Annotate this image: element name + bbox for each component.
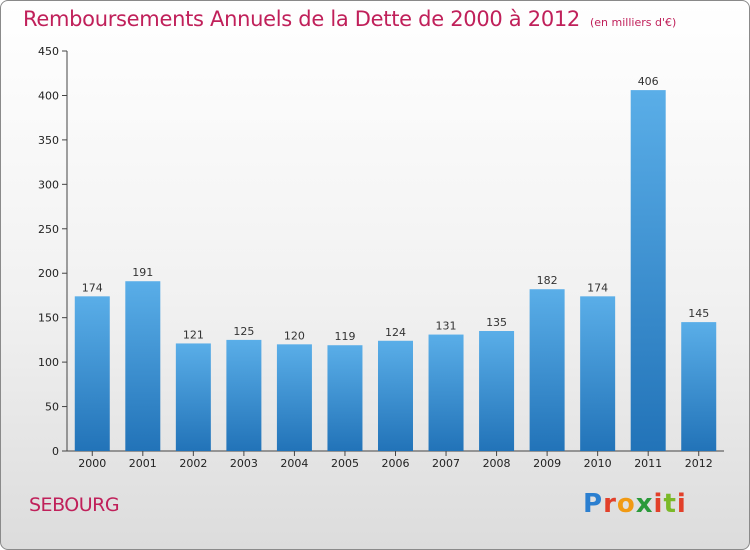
x-tick-label-2009: 2009	[533, 457, 561, 470]
data-label-2004: 120	[284, 329, 305, 342]
commune-name: SEBOURG	[29, 494, 120, 516]
data-label-2003: 125	[233, 325, 254, 338]
y-tick-label: 250	[38, 223, 59, 236]
labels: 174 2000 191 2001 121 2002 125 2003 120 2004 119 20…	[78, 75, 712, 470]
chart-unit: (en milliers d'€)	[590, 16, 677, 29]
bar-2012	[681, 322, 717, 451]
bar-2000	[74, 296, 110, 451]
y-tick-label: 150	[38, 312, 59, 325]
x-tick-label-2002: 2002	[179, 457, 207, 470]
data-label-2010: 174	[587, 281, 608, 294]
x-tick-label-2010: 2010	[584, 457, 612, 470]
data-label-2002: 121	[183, 328, 204, 341]
y-tick-label: 0	[52, 445, 59, 458]
data-label-2007: 131	[436, 320, 457, 333]
x-tick-label-2012: 2012	[685, 457, 713, 470]
bar-2002	[175, 343, 211, 451]
x-tick-label-2008: 2008	[483, 457, 511, 470]
bar-2010	[580, 296, 616, 451]
y-tick-label: 50	[45, 401, 59, 414]
x-tick-label-2000: 2000	[78, 457, 106, 470]
data-label-2009: 182	[537, 274, 558, 287]
x-tick-label-2005: 2005	[331, 457, 359, 470]
data-label-2001: 191	[132, 266, 153, 279]
data-label-2006: 124	[385, 326, 406, 339]
data-label-2005: 119	[334, 330, 355, 343]
y-tick-label: 100	[38, 356, 59, 369]
chart-title: Remboursements Annuels de la Dette de 20…	[23, 7, 676, 31]
bars	[74, 90, 717, 451]
y-tick-label: 200	[38, 267, 59, 280]
data-label-2012: 145	[688, 307, 709, 320]
x-tick-label-2006: 2006	[382, 457, 410, 470]
bar-2009	[529, 289, 565, 451]
bar-2003	[226, 339, 262, 451]
bar-2005	[327, 345, 363, 451]
proxiti-logo: Proxiti	[583, 489, 687, 519]
x-tick-label-2003: 2003	[230, 457, 258, 470]
x-tick-label-2011: 2011	[634, 457, 662, 470]
data-label-2000: 174	[82, 281, 103, 294]
y-tick-label: 300	[38, 178, 59, 191]
data-label-2008: 135	[486, 316, 507, 329]
x-tick-label-2004: 2004	[280, 457, 308, 470]
chart-title-text: Remboursements Annuels de la Dette de 20…	[23, 7, 580, 31]
x-tick-label-2001: 2001	[129, 457, 157, 470]
bar-2004	[276, 344, 312, 451]
y-tick-label: 450	[38, 45, 59, 58]
x-tick-label-2007: 2007	[432, 457, 460, 470]
bar-2011	[630, 90, 666, 451]
bar-2001	[125, 281, 161, 451]
bar-2006	[378, 340, 413, 451]
y-tick-label: 350	[38, 134, 59, 147]
bar-2008	[479, 331, 515, 451]
data-label-2011: 406	[638, 75, 659, 88]
bar-2007	[428, 334, 464, 451]
y-tick-label: 400	[38, 89, 59, 102]
